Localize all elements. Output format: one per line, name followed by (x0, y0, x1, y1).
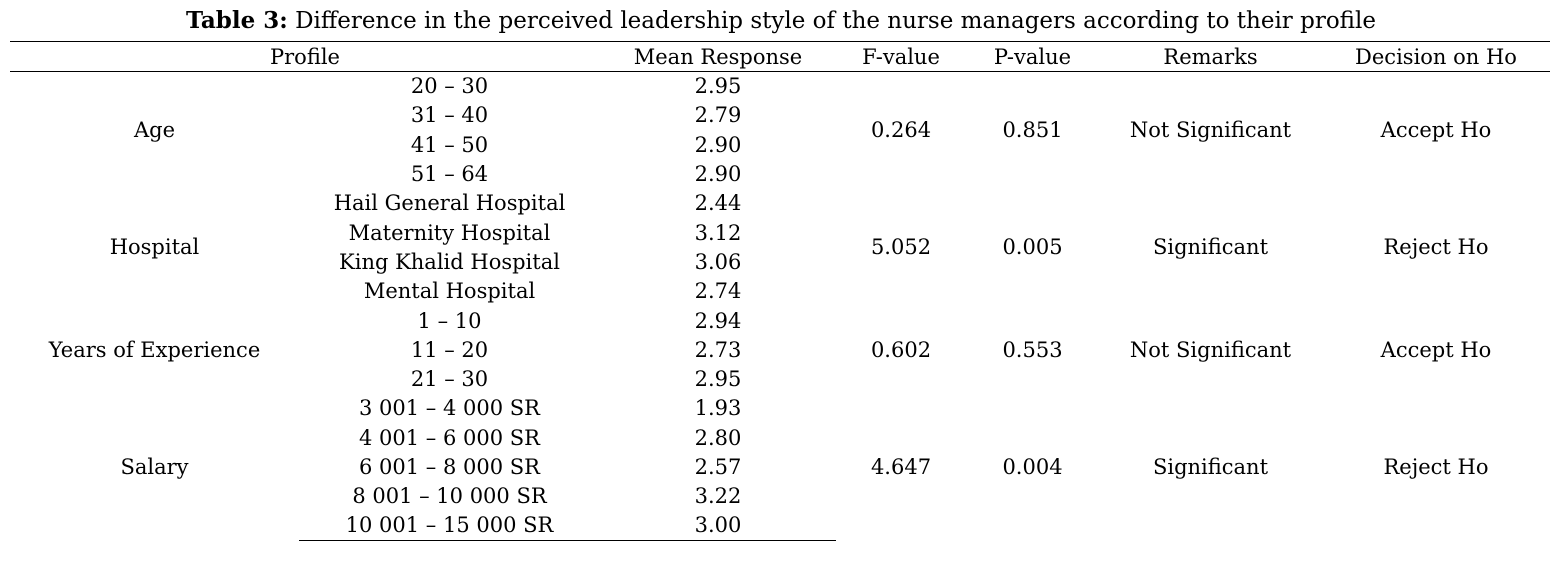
f-value-cell: 4.647 (870, 455, 932, 479)
column-header-f-value: F-value (836, 41, 966, 72)
category-cell: 4 001 – 6 000 SR (359, 425, 540, 450)
mean-response-cell: 3.12 (694, 220, 742, 245)
remarks-cell: Not Significant (1129, 337, 1292, 362)
decision-cell: Accept Ho (1380, 337, 1492, 362)
mean-response-cell: 3.06 (694, 249, 742, 274)
table-row: 41 – 50 2.90 (10, 130, 1550, 159)
category-cell: 6 001 – 8 000 SR (359, 455, 540, 479)
decision-cell: Reject Ho (1383, 235, 1489, 260)
table-row: 31 – 40 2.79 (10, 101, 1550, 130)
category-cell: 51 – 64 (410, 162, 489, 187)
remarks-cell: Significant (1152, 455, 1269, 479)
mean-response-cell: 2.94 (694, 308, 742, 333)
category-cell: 1 – 10 (417, 308, 482, 333)
profile-cell: Salary (120, 455, 189, 479)
mean-response-cell: 1.93 (694, 396, 742, 421)
results-table: Profile Mean Response F-value P-value Re… (10, 41, 1550, 541)
mean-response-cell: 2.90 (694, 132, 742, 157)
column-header-profile: Profile (10, 41, 600, 72)
header-row: Profile Mean Response F-value P-value Re… (10, 41, 1550, 72)
column-header-mean-response: Mean Response (600, 41, 836, 72)
category-cell: 41 – 50 (410, 132, 489, 157)
column-header-p-value: P-value (966, 41, 1099, 72)
mean-response-cell: 2.73 (694, 337, 742, 362)
f-value-cell: 0.264 (870, 118, 932, 143)
mean-response-cell: 2.90 (694, 162, 742, 187)
mean-response-cell: 2.79 (694, 103, 742, 128)
table-row: Mental Hospital 2.74 (10, 277, 1550, 306)
category-cell: Hail General Hospital (333, 191, 566, 216)
table-header: Profile Mean Response F-value P-value Re… (10, 41, 1550, 72)
column-header-decision: Decision on Ho (1322, 41, 1550, 72)
mean-response-cell: 3.22 (694, 484, 742, 509)
remarks-cell: Significant (1152, 235, 1269, 260)
mean-response-cell: 2.44 (694, 191, 742, 216)
f-value-cell: 5.052 (870, 235, 932, 260)
table-row: Age 20 – 30 2.95 0.264 0.851 Not Significant A… (10, 72, 1550, 142)
p-value-cell: 0.005 (1002, 235, 1063, 260)
table-row: Hospital Hail General Hospital 2.44 5.052 0.… (10, 189, 1550, 259)
mean-response-cell: 2.74 (694, 279, 742, 304)
table-row: 8 001 – 10 000 SR 3.22 (10, 482, 1550, 511)
category-cell: 20 – 30 (410, 74, 489, 99)
table-caption-label: Table 3: (185, 7, 288, 34)
table-caption-text: Difference in the perceived leadership s… (287, 8, 1376, 34)
category-cell: 21 – 30 (410, 367, 489, 392)
p-value-cell: 0.851 (1002, 118, 1063, 143)
category-cell: King Khalid Hospital (339, 249, 560, 274)
table-row: 11 – 20 2.73 (10, 335, 1550, 364)
table-body: Age 20 – 30 2.95 0.264 0.851 Not Significant A… (10, 72, 1550, 541)
f-value-cell: 0.602 (870, 337, 932, 362)
table-row: 21 – 30 2.95 (10, 364, 1550, 393)
table-row: Maternity Hospital 3.12 (10, 218, 1550, 247)
decision-cell: Accept Ho (1380, 118, 1492, 143)
category-cell: Mental Hospital (363, 279, 536, 304)
table-caption: Table 3: Difference in the perceived lea… (0, 6, 1562, 36)
p-value-cell: 0.553 (1002, 337, 1063, 362)
table-row: 51 – 64 2.90 (10, 159, 1550, 188)
table-row: King Khalid Hospital 3.06 (10, 247, 1550, 276)
mean-response-cell: 2.95 (694, 367, 742, 392)
category-cell: 3 001 – 4 000 SR (359, 396, 540, 421)
category-cell: 8 001 – 10 000 SR (352, 484, 547, 509)
table-row: 4 001 – 6 000 SR 2.80 (10, 423, 1550, 452)
table-row: 6 001 – 8 000 SR 2.57 (10, 452, 1550, 481)
column-header-remarks: Remarks (1099, 41, 1322, 72)
table-row: Years of Experience 1 – 10 2.94 0.602 0.553 N… (10, 306, 1550, 362)
profile-cell: Hospital (109, 235, 200, 260)
category-cell: Maternity Hospital (348, 220, 551, 245)
profile-cell: Age (133, 118, 176, 143)
mean-response-cell: 2.80 (694, 425, 742, 450)
category-cell: 10 001 – 15 000 SR (299, 510, 600, 541)
mean-response-cell: 2.95 (694, 74, 742, 99)
p-value-cell: 0.004 (1002, 455, 1063, 479)
profile-cell: Years of Experience (48, 337, 261, 362)
mean-response-cell: 3.00 (600, 510, 836, 541)
table-row: 10 001 – 15 000 SR 3.00 (10, 510, 1550, 541)
category-cell: 11 – 20 (410, 337, 489, 362)
table-row: Salary 3 001 – 4 000 SR 1.93 4.647 0.004 Sign… (10, 394, 1550, 479)
decision-cell: Reject Ho (1383, 455, 1489, 479)
category-cell: 31 – 40 (410, 103, 489, 128)
mean-response-cell: 2.57 (694, 455, 742, 479)
remarks-cell: Not Significant (1129, 118, 1292, 143)
